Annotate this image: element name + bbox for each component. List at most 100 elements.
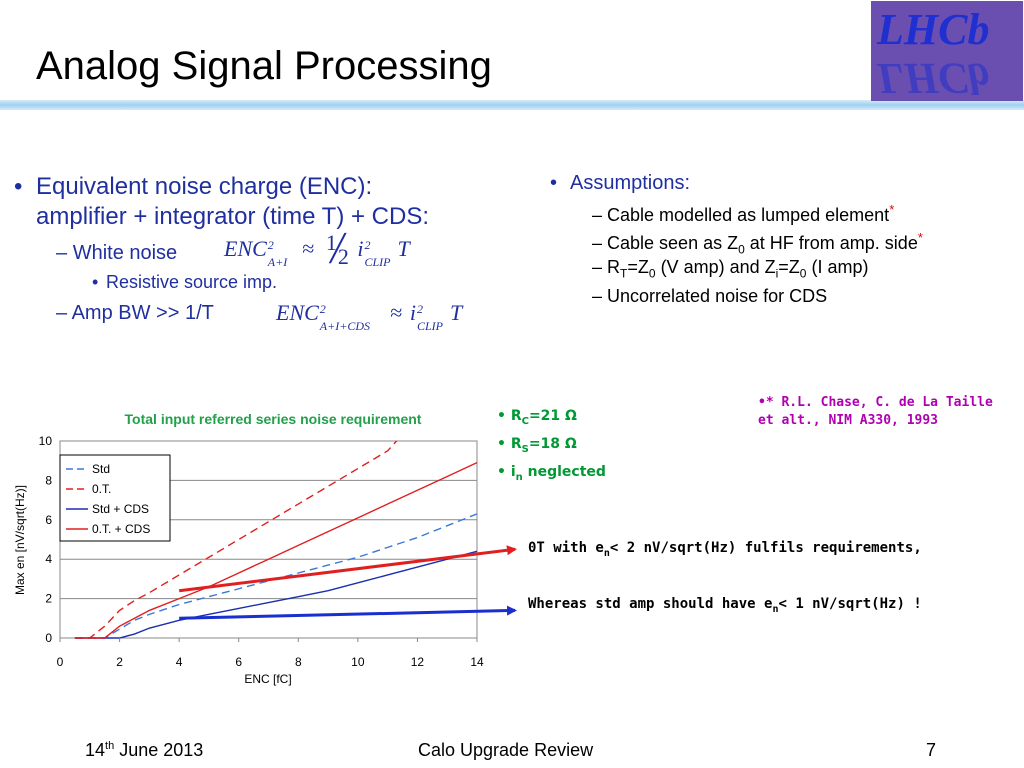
white-noise-label: White noise xyxy=(72,242,178,264)
sub-sub-bullet-resistive: • Resistive source imp. xyxy=(92,272,278,292)
a2-sub: 0 xyxy=(738,242,745,257)
x-axis-label: ENC [fC] xyxy=(244,672,291,686)
f1-i: i xyxy=(357,236,364,261)
f2-isup: 2 xyxy=(417,302,423,316)
a2-pre: Cable seen as Z xyxy=(607,233,739,253)
f1-frac-num: 1 xyxy=(325,230,337,255)
f2-i: i xyxy=(409,300,416,325)
x-tick-label: 2 xyxy=(116,655,123,669)
bullet-enc-line2-wrap: amplifier + integrator (time T) + CDS: xyxy=(36,202,429,232)
f1-T: T xyxy=(397,236,410,261)
y-tick-label: 10 xyxy=(39,434,53,448)
f1-isub: CLIP xyxy=(364,255,391,269)
param-in: • in neglected xyxy=(497,463,606,483)
series-line-1 xyxy=(74,513,478,639)
footer-date-sup: th xyxy=(105,740,115,752)
rs-pre: R xyxy=(510,435,522,452)
page-number: 7 xyxy=(926,740,937,760)
a3-post: (I amp) xyxy=(806,257,869,277)
n1-sub: n xyxy=(603,547,610,559)
x-tick-label: 12 xyxy=(411,655,425,669)
f1-frac-den: 2 xyxy=(337,244,349,269)
n1-post: < 2 nV/sqrt(Hz) fulfils requirements, xyxy=(609,540,922,556)
f2-T: T xyxy=(450,300,463,325)
param-rs: • RS=18 Ω xyxy=(497,435,577,455)
bullet-enc: • Equivalent noise charge (ENC): xyxy=(14,173,373,200)
lhcb-logo: LHCb LHCb xyxy=(871,1,1023,101)
legend-label-4: 0.T. + CDS xyxy=(92,522,150,536)
in-pre: i xyxy=(510,463,516,480)
logo-text: LHCb xyxy=(877,5,990,54)
f2-sub: A+I+CDS xyxy=(319,319,370,333)
param-list: • RC=21 Ω • RS=18 Ω • in neglected xyxy=(497,405,606,488)
assumption-2: – Cable seen as Z0 at HF from amp. side* xyxy=(592,230,923,257)
assumption-4: – Uncorrelated noise for CDS xyxy=(592,286,828,306)
formula-enc-ai: ENC 2 A+I ≈ 1 ╱ 2 i 2 CLIP T xyxy=(224,230,410,269)
f1-isup: 2 xyxy=(364,238,371,252)
series-line-4 xyxy=(74,462,478,639)
reference: •* R.L. Chase, C. de La Taille et alt., … xyxy=(758,394,993,430)
series-line-3 xyxy=(74,550,478,639)
y-tick-label: 6 xyxy=(45,513,52,527)
in-post: neglected xyxy=(522,463,606,480)
param-rc: • RC=21 Ω xyxy=(497,408,577,427)
a3-z2sub: 0 xyxy=(799,266,807,281)
assumption-3: – RT=Z0 (V amp) and Zi=Z0 (I amp) xyxy=(592,257,869,281)
assumption-1-star: * xyxy=(889,202,895,217)
annotation-arrow-1 xyxy=(178,545,517,593)
a3-r: R xyxy=(607,257,621,277)
a3-zsub: 0 xyxy=(648,266,656,281)
f1-sup: 2 xyxy=(267,238,274,252)
y-tick-label: 0 xyxy=(45,631,52,645)
rc-sub: C xyxy=(521,415,529,427)
chart-legend: Std 0.T. Std + CDS 0.T. + CDS xyxy=(59,454,171,542)
note-0t: 0T with en< 2 nV/sqrt(Hz) fulfils requir… xyxy=(528,540,922,559)
resistive-label: Resistive source imp. xyxy=(106,272,278,292)
reference-line2: et alt., NIM A330, 1993 xyxy=(758,413,939,428)
series-line-2 xyxy=(74,440,398,639)
f2-sup: 2 xyxy=(319,302,326,316)
rc-pre: R xyxy=(510,408,522,424)
footer-date-day: 14 xyxy=(85,740,106,760)
title-divider xyxy=(0,100,1024,110)
footer-date-rest: June 2013 xyxy=(114,740,204,760)
x-tick-label: 10 xyxy=(351,655,365,669)
n2-pre: Whereas std amp should have e xyxy=(528,596,773,612)
f1-approx: ≈ xyxy=(302,236,315,261)
sub-bullet-white-noise: – White noise xyxy=(56,242,178,264)
rc-post: =21 Ω xyxy=(528,408,577,424)
y-tick-label: 4 xyxy=(45,552,52,566)
chart-title: Total input referred series noise requir… xyxy=(125,411,422,427)
n1-pre: 0T with e xyxy=(528,540,604,556)
x-tick-label: 14 xyxy=(470,655,484,669)
y-axis-label: Max en [nV/sqrt(Hz)] xyxy=(13,485,27,595)
legend-label-2: 0.T. xyxy=(92,482,111,496)
y-tick-label: 8 xyxy=(45,473,52,487)
legend-label-3: Std + CDS xyxy=(92,502,149,516)
rs-sub: S xyxy=(521,443,529,455)
x-tick-label: 8 xyxy=(295,655,302,669)
a3-isub: i xyxy=(775,266,779,281)
logo-reflection: LHCb xyxy=(877,54,990,101)
a3-rsub: T xyxy=(620,266,628,281)
legend-label-1: Std xyxy=(92,462,110,476)
f1-lhs: ENC xyxy=(224,236,267,261)
a3-mid: (V amp) and Z xyxy=(655,257,776,277)
in-sub: n xyxy=(515,471,523,483)
n2-post: < 1 nV/sqrt(Hz) ! xyxy=(778,596,922,612)
assumptions-label: Assumptions: xyxy=(570,172,691,194)
x-tick-label: 6 xyxy=(235,655,242,669)
a3-eq2: =Z xyxy=(778,257,800,277)
footer-date: 14th June 2013 xyxy=(85,740,203,761)
x-tick-label: 4 xyxy=(176,655,183,669)
bullet-enc-colon: : xyxy=(422,203,430,230)
sub-bullet-amp-bw: – Amp BW >> 1/T xyxy=(56,302,214,324)
assumption-4-text: Uncorrelated noise for CDS xyxy=(607,286,828,306)
slide-title: Analog Signal Processing xyxy=(36,44,492,88)
assumption-1-text: Cable modelled as lumped element xyxy=(607,205,890,225)
f2-lhs: ENC xyxy=(276,300,319,325)
n2-sub: n xyxy=(772,603,779,615)
noise-requirement-chart: 0 2 4 6 8 10 0 2 4 6 8 10 12 14 Total input referred … xyxy=(13,411,517,686)
x-tick-label: 0 xyxy=(57,655,64,669)
f1-sub: A+I xyxy=(267,255,288,269)
